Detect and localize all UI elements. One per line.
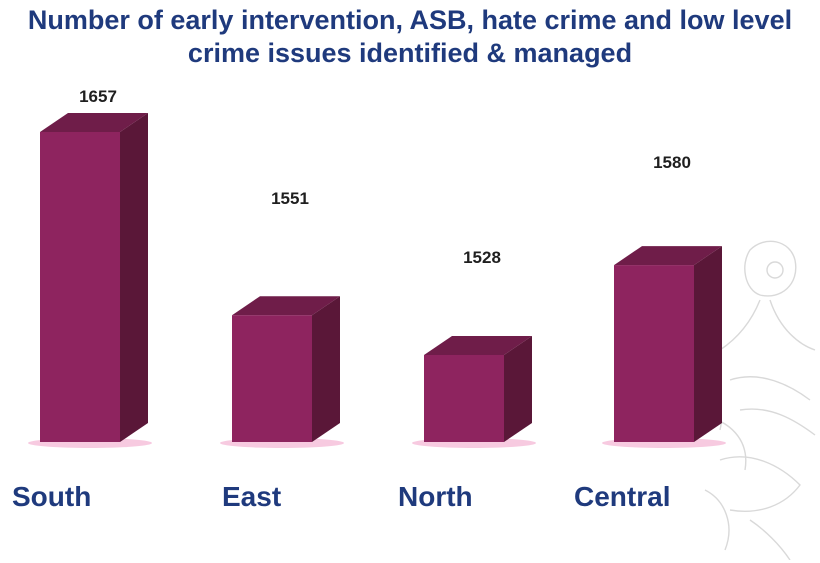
category-label-central: Central [574, 481, 670, 512]
bar-south [28, 113, 152, 448]
bar-front-face [40, 132, 120, 442]
chart-title: Number of early intervention, ASB, hate … [27, 5, 793, 68]
bar-front-face [614, 265, 694, 442]
bar-top-face [232, 296, 340, 316]
value-label-central: 1580 [653, 153, 691, 172]
bar-top-face [40, 113, 148, 132]
category-label-east: East [222, 481, 281, 512]
bar-front-face [424, 354, 504, 442]
bar-top-face [614, 246, 722, 266]
category-label-south: South [12, 481, 91, 512]
bar-east [220, 296, 344, 448]
category-label-north: North [398, 481, 473, 512]
bar-central [602, 246, 726, 448]
bar-front-face [232, 315, 312, 442]
value-label-north: 1528 [463, 248, 501, 267]
bar-side-face [504, 335, 532, 442]
bar-side-face [120, 113, 148, 442]
bar-side-face [312, 296, 340, 442]
bar-top-face [424, 335, 532, 355]
value-label-south: 1657 [79, 87, 117, 106]
bar-north [412, 335, 536, 448]
bar-side-face [694, 246, 722, 442]
value-label-east: 1551 [271, 189, 309, 208]
